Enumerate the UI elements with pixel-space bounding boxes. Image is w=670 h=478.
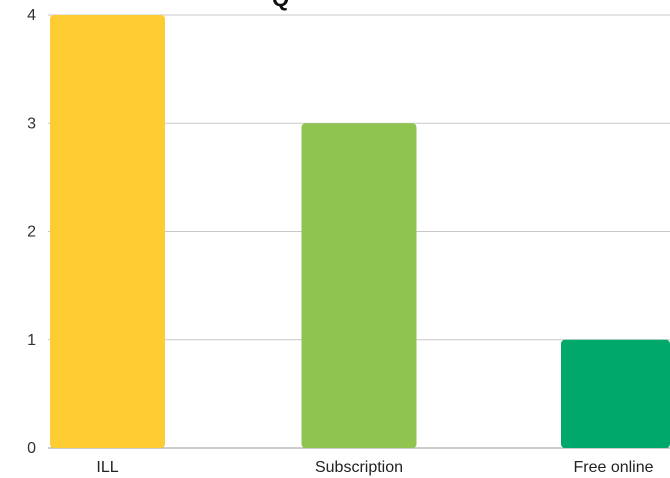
x-category-label: Subscription (315, 459, 403, 476)
bars (50, 15, 670, 448)
bar-subscription (301, 123, 417, 448)
x-axis-labels: ILL Subscription Free online (96, 459, 653, 476)
y-axis-ticks: 0 1 2 3 4 (27, 7, 36, 457)
x-category-label: Free online (573, 459, 653, 476)
y-tick-label: 0 (27, 440, 36, 457)
y-tick-label: 1 (27, 332, 36, 349)
x-category-label: ILL (96, 459, 118, 476)
bar-free-online (561, 339, 670, 448)
bar-ill (50, 15, 165, 448)
y-tick-label: 2 (27, 224, 36, 241)
chart-title-fragment: Q (272, 0, 289, 11)
y-tick-label: 4 (27, 7, 36, 24)
y-tick-label: 3 (27, 115, 36, 132)
